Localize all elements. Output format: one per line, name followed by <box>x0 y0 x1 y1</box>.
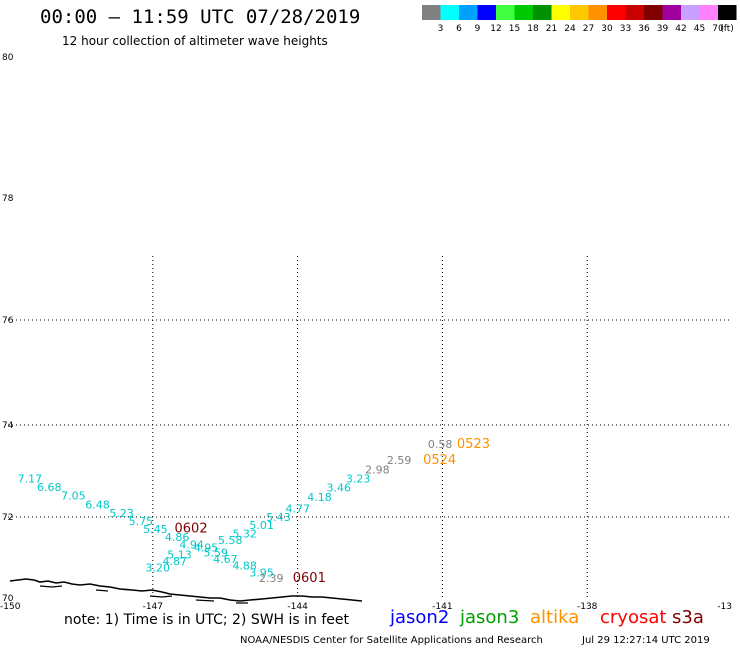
map-subtitle: 12 hour collection of altimeter wave hei… <box>62 34 328 48</box>
legend-swatch <box>440 5 459 20</box>
legend-label: 36 <box>638 24 650 34</box>
pass-time-label: 0601 <box>293 571 326 586</box>
legend-label: 3 <box>438 24 444 34</box>
footer-source: NOAA/NESDIS Center for Satellite Applica… <box>240 635 543 646</box>
legend-swatch <box>422 5 441 20</box>
wave-height-label: 4.77 <box>286 502 311 515</box>
coastline-path <box>9 578 363 602</box>
lon-tick-label: -144 <box>287 602 308 612</box>
wave-height-label: 4.88 <box>232 560 257 573</box>
legend-swatch <box>477 5 496 20</box>
legend-label: 12 <box>490 24 501 34</box>
lat-tick-label: 76 <box>2 316 14 326</box>
wave-height-label: 5.43 <box>266 511 291 524</box>
legend-label: 39 <box>657 24 669 34</box>
coastline <box>9 578 363 604</box>
legend-swatch <box>570 5 589 20</box>
lat-tick-label: 74 <box>2 421 14 431</box>
wave-height-label: 5.01 <box>249 519 273 532</box>
wave-height-label: 4.18 <box>307 491 332 504</box>
lon-tick-label: -138 <box>577 602 598 612</box>
legend-label: 15 <box>509 24 520 34</box>
legend-swatch <box>625 5 644 20</box>
pass-time-label: 0523 <box>457 437 490 452</box>
legend-swatch <box>681 5 700 20</box>
wave-height-label: 3.95 <box>249 567 273 580</box>
wave-height-label: 7.17 <box>18 473 43 486</box>
legend-swatch <box>496 5 515 20</box>
wave-height-label: 4.94 <box>179 539 204 552</box>
wave-height-label: 3.20 <box>146 562 171 575</box>
map-grid <box>8 256 732 598</box>
wave-height-label: 0.58 <box>428 438 453 451</box>
wave-height-label: 5.32 <box>232 527 257 540</box>
wave-height-label: 5.58 <box>218 534 243 547</box>
legend-swatch <box>533 5 552 20</box>
wave-height-label: 4.95 <box>194 541 219 554</box>
lat-tick-label: 78 <box>2 194 14 204</box>
observations: 7.176.687.056.485.235.755.454.864.944.95… <box>18 438 453 585</box>
wave-height-label: 2.39 <box>259 572 284 585</box>
legend-swatch <box>607 5 626 20</box>
wave-height-label: 3.23 <box>346 473 371 486</box>
satellite-jason3: jason3 <box>460 607 520 628</box>
wave-height-label: 5.59 <box>203 547 228 560</box>
legend-label: 42 <box>675 24 686 34</box>
legend-swatch <box>662 5 681 20</box>
note-text: note: 1) Time is in UTC; 2) SWH is in fe… <box>64 612 350 628</box>
lon-tick-label: -150 <box>0 602 21 612</box>
wave-height-label: 4.67 <box>213 553 238 566</box>
legend-label: 6 <box>456 24 462 34</box>
legend-label: 30 <box>601 24 613 34</box>
wave-height-label: 6.68 <box>37 481 62 494</box>
lat-tick-label: 80 <box>2 53 14 63</box>
wave-height-label: 5.45 <box>143 523 168 536</box>
wave-height-label: 3.46 <box>327 482 352 495</box>
wave-height-label: 5.23 <box>109 507 134 520</box>
legend-unit: (ft) <box>720 24 734 34</box>
pass-time-label: 0524 <box>423 453 456 468</box>
lat-tick-label: 70 <box>2 594 14 604</box>
satellite-altika: altika <box>530 607 580 628</box>
legend-swatch <box>588 5 607 20</box>
satellite-jason2: jason2 <box>390 607 450 628</box>
lon-tick-label: -13 <box>717 602 732 612</box>
legend-swatch <box>699 5 718 20</box>
coastline-island <box>39 585 248 604</box>
lon-tick-label: -141 <box>432 602 452 612</box>
legend-label: 24 <box>564 24 576 34</box>
footer-timestamp: Jul 29 12:27:14 UTC 2019 <box>582 635 710 646</box>
wave-height-label: 7.05 <box>61 490 86 503</box>
legend-swatch <box>718 5 737 20</box>
color-legend: 3 6 9 12 15 18 21 24 27 30 33 36 39 42 45 70(ft) <box>422 5 737 34</box>
wave-height-label: 2.59 <box>387 454 412 467</box>
wave-height-label: 2.98 <box>365 463 390 476</box>
wave-height-label: 5.13 <box>167 549 192 562</box>
legend-label: 27 <box>583 24 594 34</box>
legend-swatch <box>459 5 478 20</box>
satellite-cryosat: cryosat <box>600 607 667 628</box>
wave-height-label: 4.86 <box>165 531 190 544</box>
legend-swatch <box>551 5 570 20</box>
legend-label: 45 <box>694 24 705 34</box>
wave-height-label: 6.48 <box>85 498 110 511</box>
map-title: 00:00 – 11:59 UTC 07/28/2019 <box>40 6 361 28</box>
legend-label: 70 <box>712 24 724 34</box>
legend-label: 33 <box>620 24 631 34</box>
wave-height-label: 4.87 <box>162 555 187 568</box>
lat-tick-label: 72 <box>2 513 13 523</box>
pass-time-label: 0602 <box>175 521 208 536</box>
legend-label: 18 <box>527 24 539 34</box>
axis-labels: 80 78 76 74 72 70-150 -147 -144 -141 -138 -13 <box>0 53 732 612</box>
wave-height-label: 5.75 <box>129 515 154 528</box>
legend-swatch <box>644 5 663 20</box>
legend-swatch <box>514 5 533 20</box>
lon-tick-label: -147 <box>143 602 163 612</box>
legend-label: 9 <box>475 24 481 34</box>
legend-label: 21 <box>546 24 557 34</box>
satellite-s3a: s3a <box>672 607 704 628</box>
